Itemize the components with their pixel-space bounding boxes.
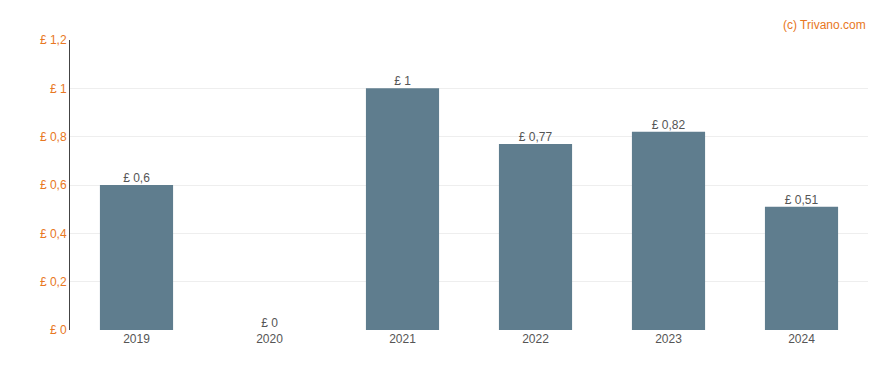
svg-text:2020: 2020 — [256, 332, 283, 346]
svg-text:2021: 2021 — [389, 332, 416, 346]
svg-text:£ 1: £ 1 — [394, 74, 411, 88]
svg-text:£ 0,82: £ 0,82 — [652, 118, 686, 132]
svg-text:£ 0,51: £ 0,51 — [785, 193, 819, 207]
svg-text:£ 0,2: £ 0,2 — [40, 275, 67, 289]
svg-text:2022: 2022 — [522, 332, 549, 346]
svg-text:£ 0: £ 0 — [50, 323, 67, 337]
svg-text:£ 0,6: £ 0,6 — [40, 178, 67, 192]
svg-text:£ 1,2: £ 1,2 — [40, 33, 67, 47]
svg-text:2023: 2023 — [655, 332, 682, 346]
svg-text:£ 0,8: £ 0,8 — [40, 130, 67, 144]
svg-text:2019: 2019 — [123, 332, 150, 346]
svg-text:(c) Trivano.com: (c) Trivano.com — [783, 18, 866, 32]
svg-text:£ 0,77: £ 0,77 — [519, 130, 553, 144]
svg-text:£ 1: £ 1 — [50, 82, 67, 96]
svg-text:£ 0,4: £ 0,4 — [40, 227, 67, 241]
svg-text:2024: 2024 — [788, 332, 815, 346]
svg-text:£ 0: £ 0 — [261, 316, 278, 330]
svg-text:£ 0,6: £ 0,6 — [123, 171, 150, 185]
